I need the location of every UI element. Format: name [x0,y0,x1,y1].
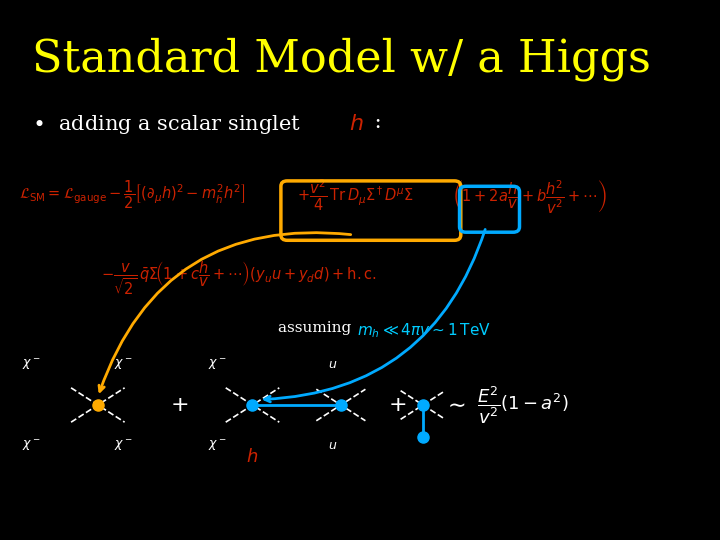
Text: $- \dfrac{v}{\sqrt{2}}\,\bar{q}\Sigma\!\left(1 + c\dfrac{h}{v} + \cdots\right)(y: $- \dfrac{v}{\sqrt{2}}\,\bar{q}\Sigma\!\… [101,259,377,296]
Text: $\dfrac{E^2}{v^2}\left(1 - a^2\right)$: $\dfrac{E^2}{v^2}\left(1 - a^2\right)$ [477,384,568,426]
Text: $\chi^-$: $\chi^-$ [208,438,227,453]
Text: $\mathcal{L}_{\mathrm{SM}} = \mathcal{L}_{\mathrm{gauge}} - \dfrac{1}{2}\left[(\: $\mathcal{L}_{\mathrm{SM}} = \mathcal{L}… [19,178,246,211]
Text: $m_h \ll 4\pi v \sim 1\,\mathrm{TeV}$: $m_h \ll 4\pi v \sim 1\,\mathrm{TeV}$ [356,321,490,340]
Text: $\!\left(1 + 2a\dfrac{h}{v} + b\dfrac{h^2}{v^2} + \cdots\right)$: $\!\left(1 + 2a\dfrac{h}{v} + b\dfrac{h^… [454,178,608,216]
Text: $\sim$: $\sim$ [444,395,466,415]
Text: $u$: $u$ [328,439,338,452]
Text: $\chi^-$: $\chi^-$ [114,357,132,372]
Text: $\chi^-$: $\chi^-$ [114,438,132,453]
Text: $\chi^-$: $\chi^-$ [22,357,41,372]
Text: $+ \dfrac{v^2}{4}\,\mathrm{Tr}\,D_\mu \Sigma^\dagger D^\mu \Sigma$: $+ \dfrac{v^2}{4}\,\mathrm{Tr}\,D_\mu \S… [297,178,413,213]
Text: $\chi^-$: $\chi^-$ [208,357,227,372]
Text: $u$: $u$ [328,358,338,371]
Text: $\chi^-$: $\chi^-$ [22,438,41,453]
Text: Standard Model w/ a Higgs: Standard Model w/ a Higgs [32,38,650,82]
Text: $\bullet$  adding a scalar singlet: $\bullet$ adding a scalar singlet [32,113,300,137]
Text: :: : [368,113,382,132]
Text: assuming: assuming [278,321,356,335]
Text: +: + [171,395,189,415]
Text: +: + [388,395,407,415]
Text: $h$: $h$ [349,113,364,136]
Text: $h$: $h$ [246,448,258,466]
